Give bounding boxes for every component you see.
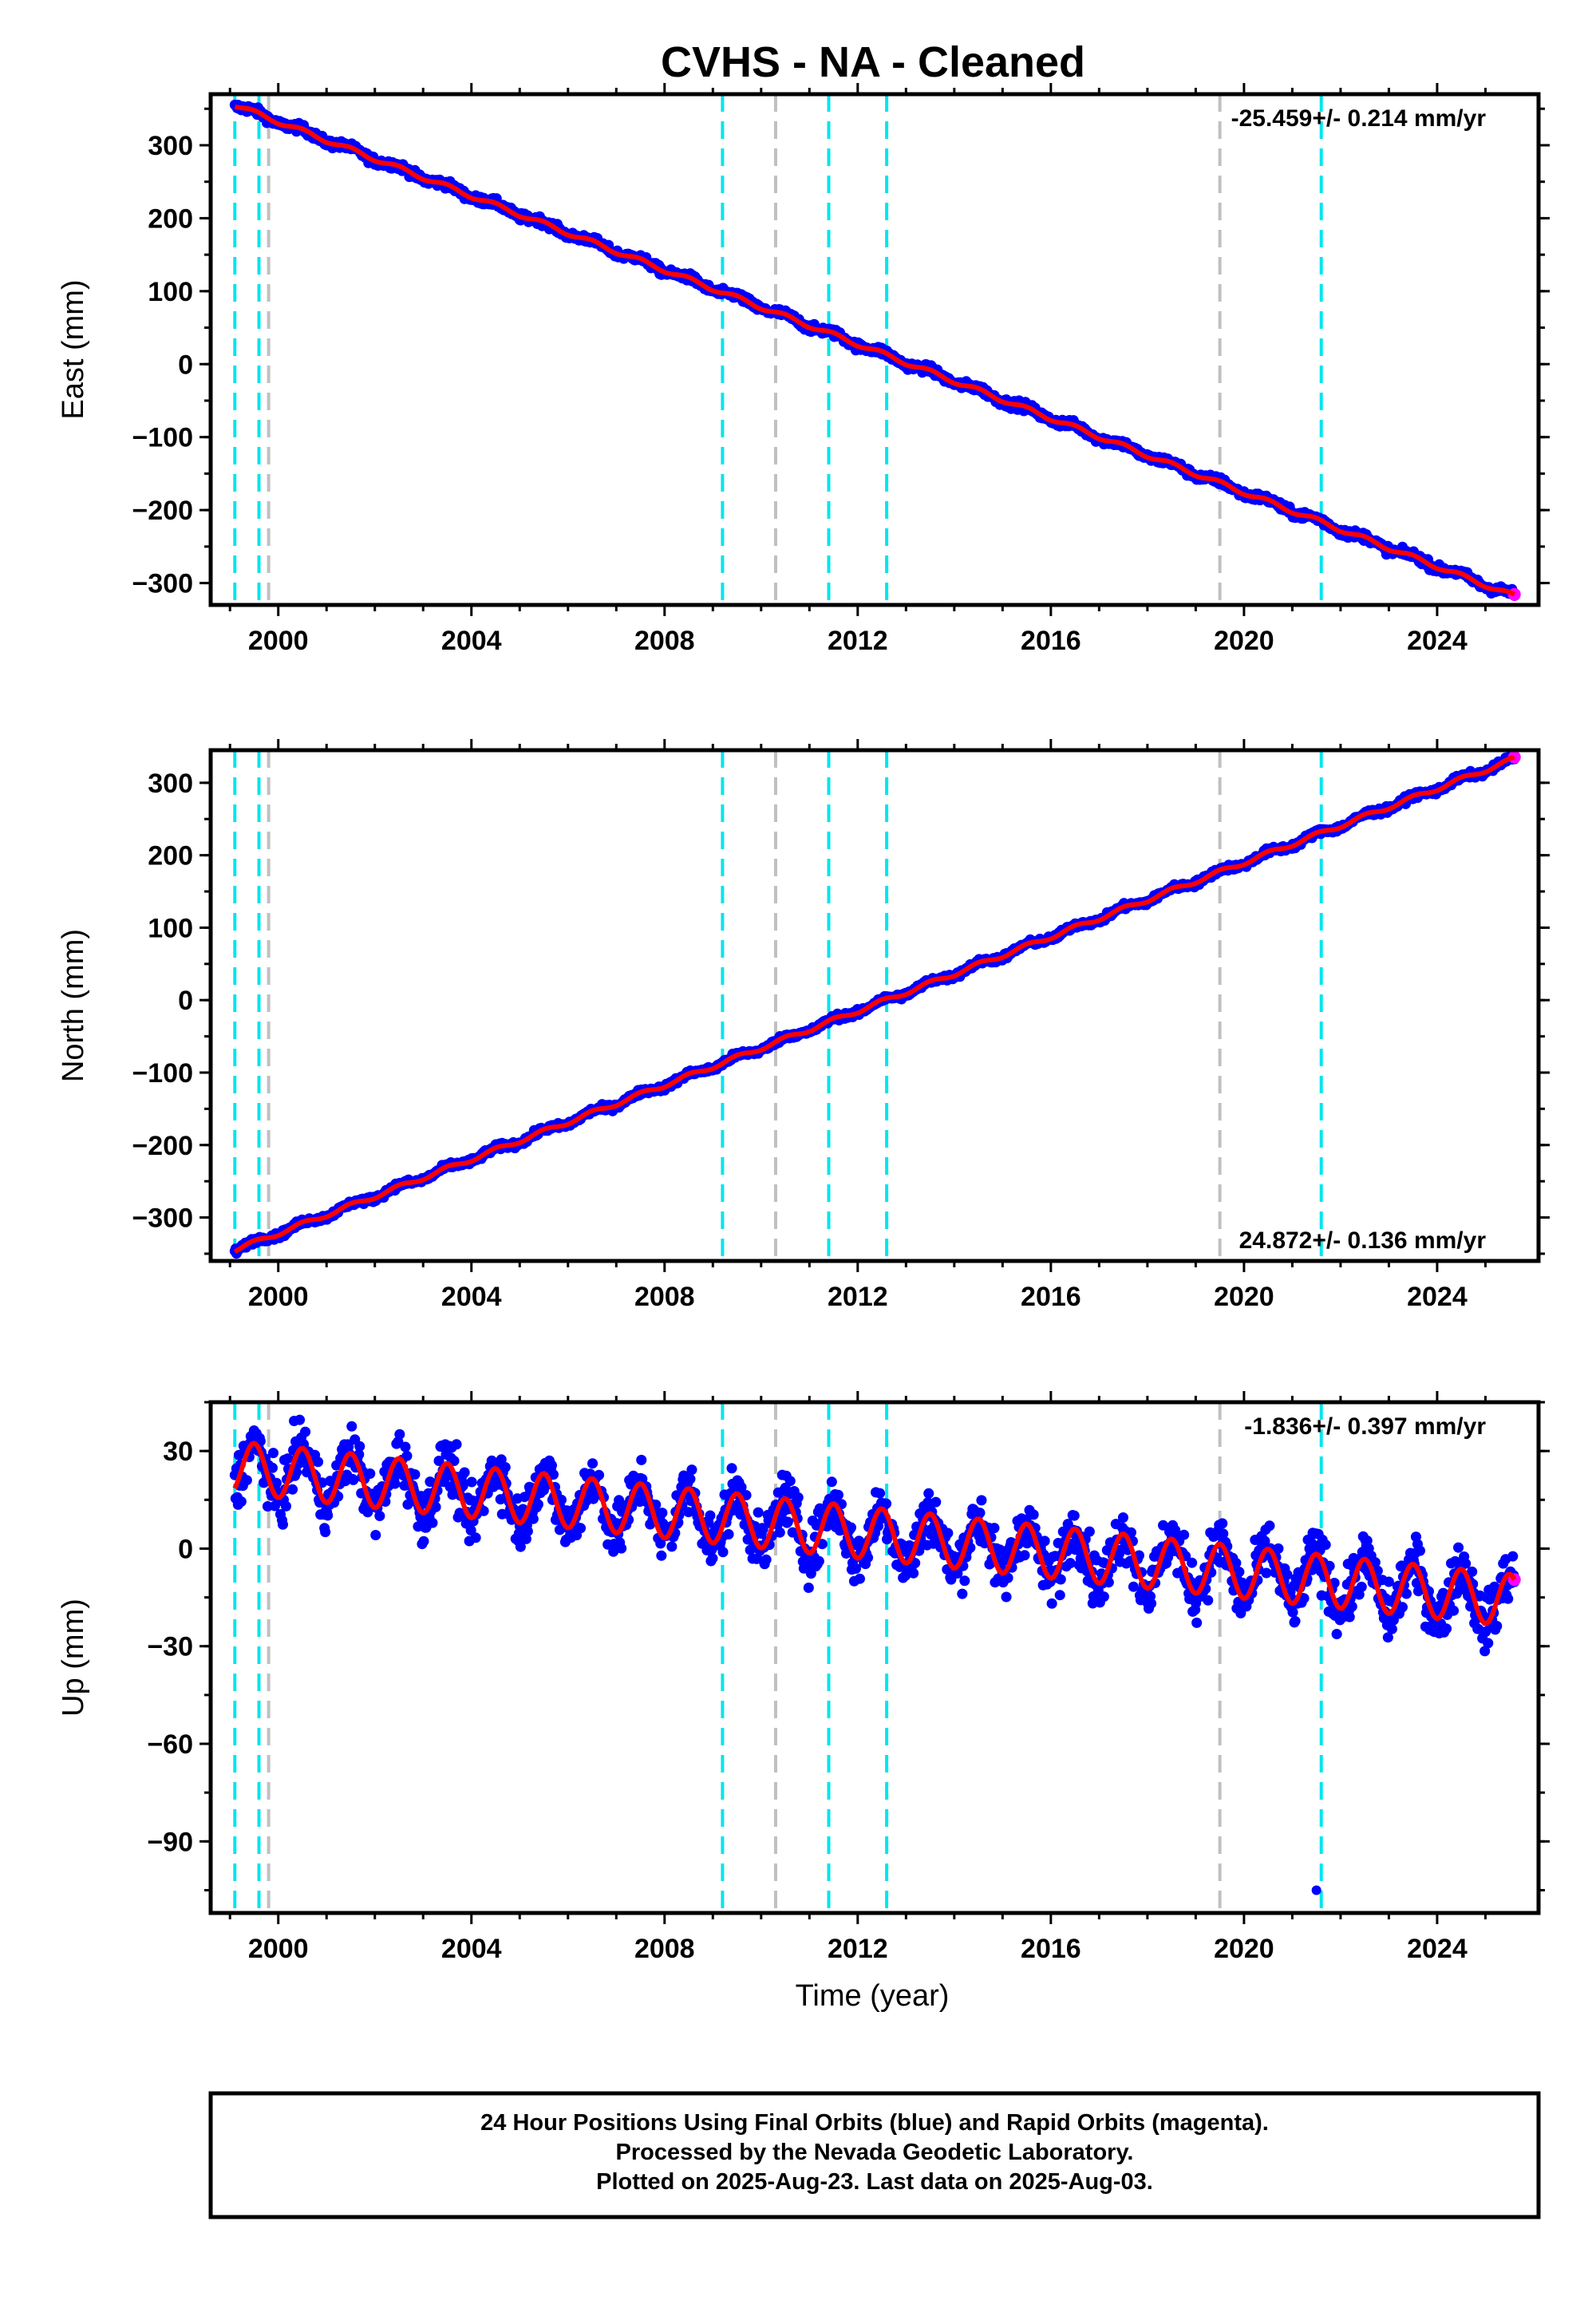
final-orbit-points — [229, 1414, 1520, 1657]
x-tick-label: 2024 — [1407, 626, 1468, 656]
panel-frame — [208, 1400, 1541, 1915]
plot-area — [229, 94, 1521, 605]
x-tick-label: 2012 — [828, 626, 888, 656]
x-tick-label: 2020 — [1214, 626, 1274, 656]
y-tick-label: 300 — [148, 131, 193, 161]
x-tick-label: 2016 — [1021, 626, 1081, 656]
footer-line-1: 24 Hour Positions Using Final Orbits (bl… — [480, 2110, 1269, 2136]
plot-area — [229, 1402, 1521, 1913]
x-tick-label: 2016 — [1021, 1282, 1081, 1312]
y-tick-label: 100 — [148, 277, 193, 307]
footer-line-3: Plotted on 2025-Aug-23. Last data on 202… — [596, 2169, 1153, 2195]
rate-label: -25.459+/- 0.214 mm/yr — [1231, 105, 1487, 132]
x-tick-label: 2024 — [1407, 1282, 1468, 1312]
x-tick-label: 2016 — [1021, 1934, 1081, 1964]
y-tick-label: −200 — [132, 496, 193, 526]
model-fit-line — [232, 1441, 1517, 1626]
y-tick-label: 0 — [178, 1534, 193, 1564]
x-tick-label: 2020 — [1214, 1934, 1274, 1964]
y-tick-label: −200 — [132, 1131, 193, 1161]
rate-label: 24.872+/- 0.136 mm/yr — [1239, 1227, 1487, 1254]
model-fit-line — [234, 104, 1516, 597]
chart-title: CVHS - NA - Cleaned — [661, 38, 1085, 86]
x-tick-label: 2000 — [248, 626, 309, 656]
up-panel: 2000 2004 2008 2012 2016 2020 2024 30 0 −30 −60 −90… — [57, 1391, 1550, 1964]
y-tick-label: −60 — [147, 1729, 193, 1760]
x-tick-label: 2000 — [248, 1934, 309, 1964]
y-tick-label: −100 — [132, 423, 193, 453]
model-fit-line — [233, 754, 1515, 1255]
y-tick-label: −100 — [132, 1058, 193, 1089]
x-tick-label: 2008 — [634, 1282, 695, 1312]
x-tick-label: 2024 — [1407, 1934, 1468, 1964]
y-axis-label: North (mm) — [57, 929, 90, 1082]
y-tick-label: 300 — [148, 769, 193, 799]
outlier-point — [1311, 1885, 1321, 1895]
y-tick-label: 100 — [148, 913, 193, 943]
x-tick-label: 2004 — [441, 1282, 502, 1312]
y-tick-label: −30 — [147, 1632, 193, 1662]
y-tick-label: −300 — [132, 1203, 193, 1234]
east-panel: 2000 2004 2008 2012 2016 2020 2024 300 200 100 0 −1… — [57, 83, 1550, 656]
north-panel: 2000 2004 2008 2012 2016 2020 2024 300 200 100 0 −1… — [57, 739, 1550, 1312]
footer-line-2: Processed by the Nevada Geodetic Laborat… — [616, 2140, 1134, 2165]
x-tick-label: 2020 — [1214, 1282, 1274, 1312]
x-tick-label: 2012 — [828, 1934, 888, 1964]
y-tick-label: 200 — [148, 204, 193, 234]
x-axis-label: Time (year) — [796, 1979, 950, 2013]
footer-box — [208, 2091, 1541, 2219]
y-tick-label: 200 — [148, 841, 193, 871]
x-tick-label: 2000 — [248, 1282, 309, 1312]
x-tick-label: 2004 — [441, 1934, 502, 1964]
panel-frame — [208, 92, 1541, 607]
panel-frame — [208, 748, 1541, 1263]
rate-label: -1.836+/- 0.397 mm/yr — [1244, 1413, 1486, 1440]
plot-area — [229, 750, 1521, 1261]
y-tick-label: 0 — [178, 986, 193, 1016]
x-tick-label: 2012 — [828, 1282, 888, 1312]
x-tick-label: 2004 — [441, 626, 502, 656]
x-tick-label: 2008 — [634, 1934, 695, 1964]
y-tick-label: −300 — [132, 569, 193, 599]
x-tick-label: 2008 — [634, 626, 695, 656]
y-axis-label: Up (mm) — [57, 1599, 90, 1717]
y-tick-label: −90 — [147, 1827, 193, 1857]
y-tick-label: 0 — [178, 350, 193, 380]
y-axis-label: East (mm) — [57, 279, 90, 419]
y-tick-label: 30 — [163, 1437, 193, 1467]
